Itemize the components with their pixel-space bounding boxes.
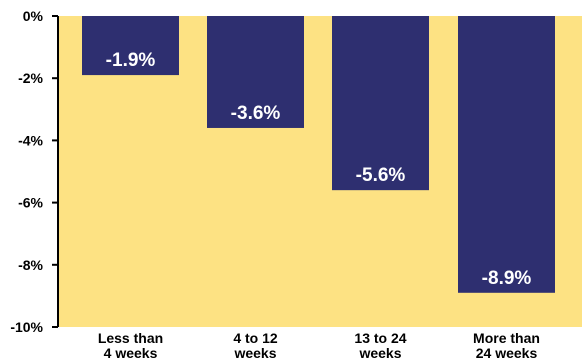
bar [82, 16, 179, 76]
y-tick-label: -4% [18, 132, 43, 148]
bar-value-label: -3.6% [231, 103, 281, 124]
x-category-label-line: 4 to 12 [233, 330, 278, 346]
bar [458, 16, 555, 293]
y-axis-ticks: 0% -2% -4% -6% -8% -10% [10, 8, 58, 335]
x-category-label-line: weeks [358, 345, 401, 361]
y-tick-label: -10% [10, 319, 43, 335]
data-labels-group: -1.9% -3.6% -5.6% -8.9% [106, 50, 532, 289]
x-category-label: 4 to 12 weeks [233, 330, 278, 361]
y-tick-label: -6% [18, 195, 43, 211]
x-category-label-line: weeks [233, 345, 276, 361]
bar-value-label: -5.6% [356, 165, 406, 186]
x-category-label: More than 24 weeks [473, 330, 540, 361]
x-category-label-line: 24 weeks [476, 345, 538, 361]
bar [332, 16, 429, 191]
x-category-label-line: 13 to 24 [354, 330, 406, 346]
y-tick-label: -8% [18, 257, 43, 273]
bar [207, 16, 304, 128]
x-category-label-line: Less than [98, 330, 163, 346]
bar-value-label: -1.9% [106, 50, 156, 71]
y-tick-label: 0% [23, 8, 44, 24]
x-category-label: Less than 4 weeks [98, 330, 163, 361]
x-category-label-line: 4 weeks [104, 345, 158, 361]
bars-group [82, 16, 555, 293]
y-tick-label: -2% [18, 70, 43, 86]
x-category-label: 13 to 24 weeks [354, 330, 406, 361]
x-category-label-line: More than [473, 330, 540, 346]
bar-value-label: -8.9% [482, 268, 532, 289]
